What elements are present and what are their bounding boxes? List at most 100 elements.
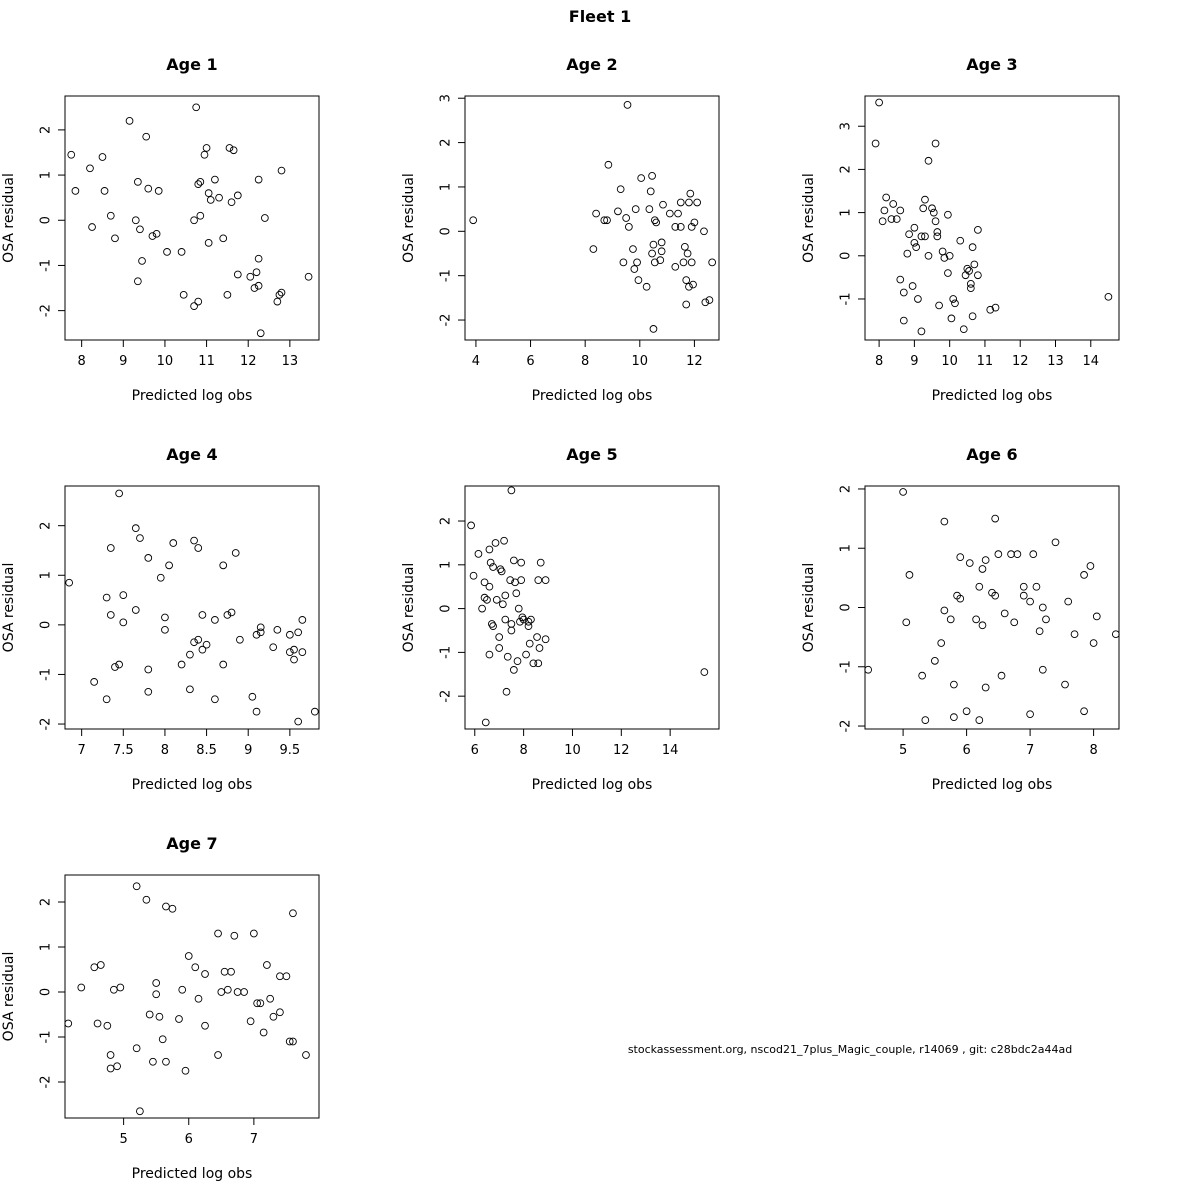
data-point [965, 267, 973, 275]
data-point [619, 258, 628, 267]
data-point [156, 573, 165, 582]
data-point [975, 716, 984, 724]
data-point [492, 595, 501, 604]
plot-frame [64, 485, 320, 730]
data-point [930, 656, 939, 665]
x-tick-label: 13 [282, 354, 299, 369]
data-point [152, 979, 161, 987]
data-point [495, 633, 504, 641]
data-point [524, 622, 533, 630]
panel-title: Age 3 [966, 55, 1017, 74]
x-tick-label: 6 [526, 354, 534, 369]
plot-frame [864, 95, 1120, 341]
data-point [480, 593, 489, 602]
data-point [875, 98, 883, 107]
data-point [119, 618, 128, 627]
data-point [623, 101, 632, 109]
data-point [1019, 591, 1028, 600]
data-point [938, 247, 947, 256]
data-point [233, 988, 242, 996]
data-point [910, 238, 919, 247]
data-point [103, 1021, 112, 1030]
data-point [106, 544, 115, 552]
data-point [681, 242, 689, 251]
data-point [637, 174, 646, 182]
data-point [975, 582, 984, 591]
data-point [496, 565, 505, 574]
data-point [1042, 615, 1050, 624]
data-point [162, 902, 170, 911]
x-tick-label: 4 [472, 354, 480, 369]
data-point [933, 232, 942, 241]
data-point [302, 1051, 310, 1059]
data-point [277, 288, 286, 297]
data-point [177, 248, 186, 256]
data-point [304, 272, 313, 281]
data-point [685, 282, 693, 291]
data-point [152, 990, 161, 999]
data-point [230, 931, 239, 940]
data-point [541, 635, 550, 644]
data-point [489, 622, 497, 630]
data-point [253, 999, 261, 1008]
data-point [963, 264, 972, 273]
data-point [656, 256, 665, 264]
data-point [645, 205, 654, 213]
data-point [686, 189, 695, 198]
y-tick-label: -1 [439, 646, 454, 659]
data-point [263, 961, 271, 969]
data-point [589, 245, 598, 253]
data-point [474, 550, 483, 558]
data-point [290, 645, 298, 654]
data-point [190, 536, 198, 545]
data-point [256, 623, 265, 632]
data-point [519, 615, 528, 624]
data-point [225, 144, 234, 152]
data-point [649, 325, 658, 333]
data-point [286, 630, 294, 639]
data-point [682, 300, 691, 309]
data-point [512, 589, 521, 598]
y-tick-label: 0 [439, 227, 454, 235]
data-point [276, 972, 284, 981]
data-point [1029, 550, 1038, 559]
data-point [665, 209, 674, 218]
data-point [111, 234, 119, 243]
data-point [469, 571, 478, 580]
data-point [227, 967, 235, 976]
y-tick-label: 1 [839, 208, 854, 216]
x-tick-label: 8 [519, 743, 527, 758]
data-point [921, 195, 929, 204]
y-axis-label: OSA residual [1, 563, 17, 653]
y-tick-label: 1 [839, 544, 854, 552]
data-point [481, 718, 490, 727]
data-point [145, 1010, 154, 1019]
data-point [972, 615, 980, 624]
data-point [944, 269, 952, 277]
data-point [486, 558, 495, 567]
plot-frame [464, 95, 720, 341]
data-point [144, 184, 153, 193]
data-point [138, 257, 146, 265]
data-point [981, 683, 990, 692]
data-point [488, 620, 496, 628]
data-point [136, 225, 144, 234]
data-point [625, 223, 633, 231]
data-point [614, 207, 622, 216]
data-point [933, 228, 942, 236]
data-point [924, 251, 933, 260]
data-point [119, 591, 128, 599]
data-point [1086, 562, 1095, 570]
y-tick-label: 2 [39, 898, 54, 906]
x-tick-label: 9.5 [280, 743, 301, 758]
data-point [689, 280, 697, 289]
data-point [918, 671, 927, 680]
y-tick-label: 0 [39, 988, 54, 996]
data-point [676, 198, 685, 207]
data-point [231, 549, 240, 557]
data-point [991, 514, 1000, 523]
data-point [1089, 639, 1098, 647]
y-axis-label: OSA residual [401, 173, 417, 263]
x-tick-label: 10 [564, 743, 581, 758]
